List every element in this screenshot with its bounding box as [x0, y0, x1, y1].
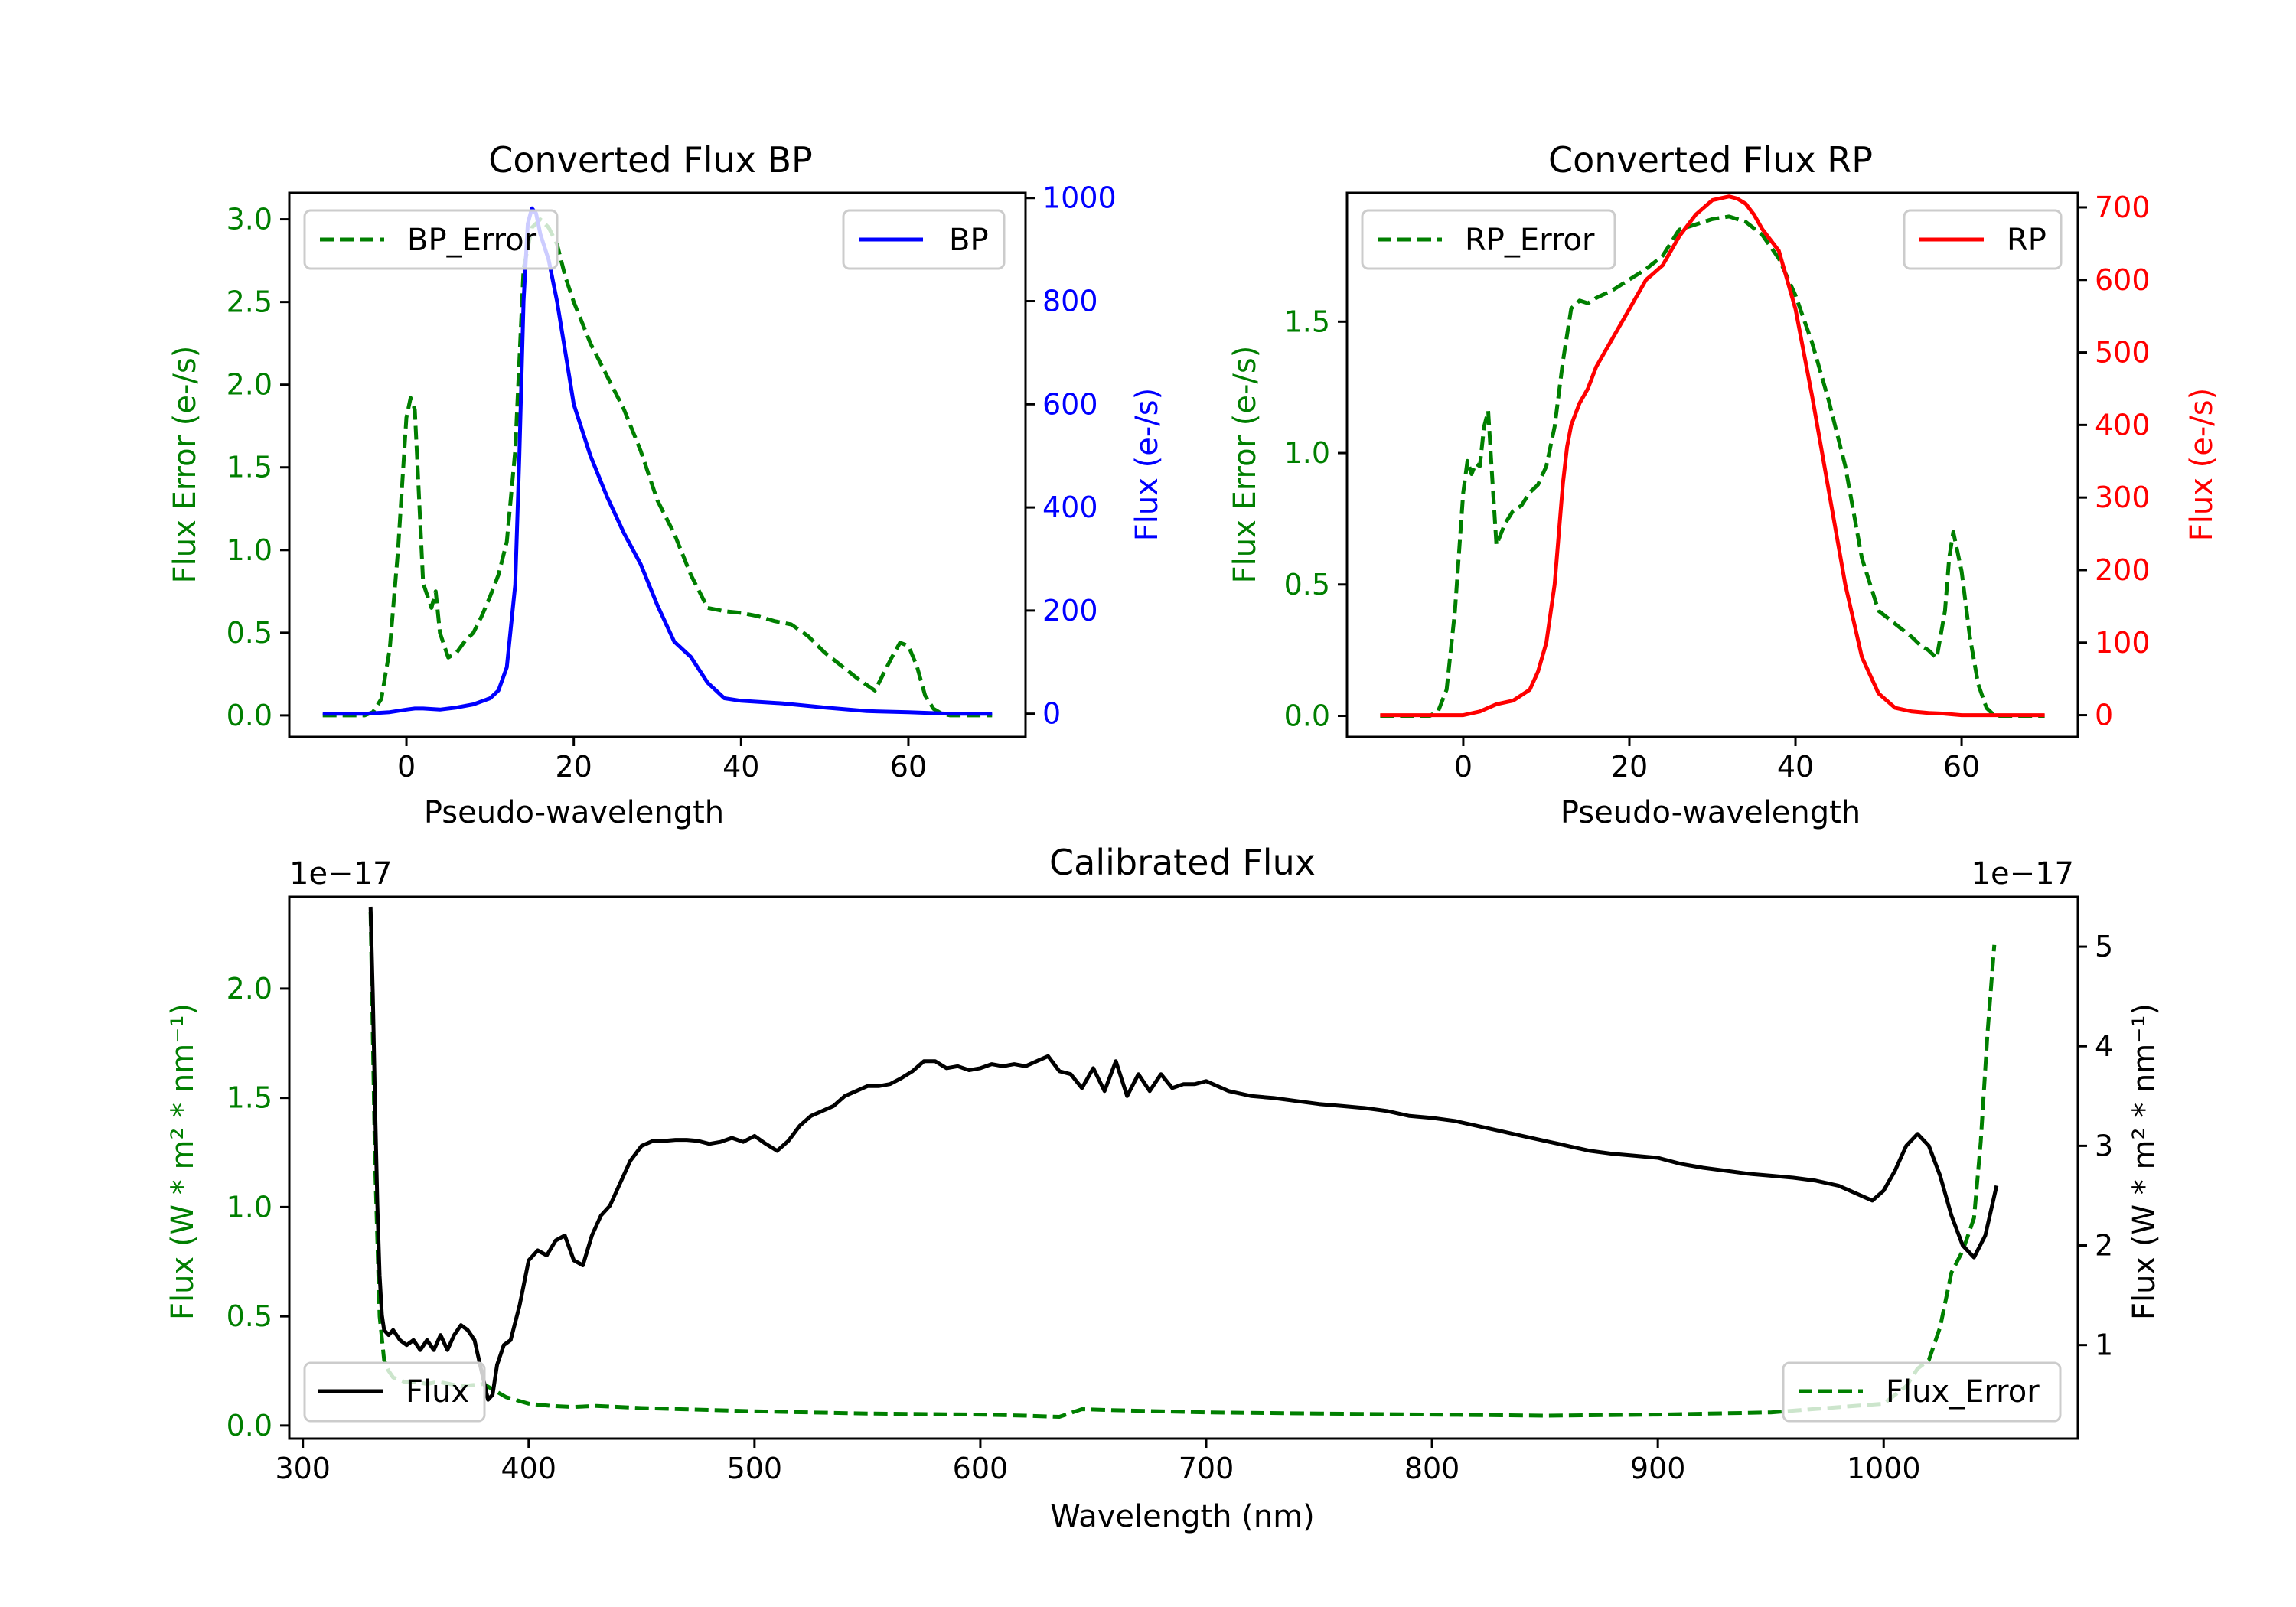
calibrated-legend-error: Flux_Error	[1782, 1361, 2062, 1423]
bp-right-tick-label: 1000	[1042, 181, 1117, 215]
bp-right-tick-label: 400	[1042, 491, 1098, 524]
bp-x-tick-label: 40	[722, 750, 759, 784]
rp-left-tick-label: 0.5	[1284, 568, 1330, 601]
cal-right-tick-label: 4	[2095, 1029, 2113, 1063]
rp-series-rp-line	[1380, 194, 2045, 718]
bp-x-tick-label: 60	[890, 750, 927, 784]
cal-axes-frame	[288, 895, 2079, 1440]
cal-left-tick-label: 2.0	[227, 972, 272, 1006]
rp-left-tick-label: 1.0	[1284, 436, 1330, 470]
rp-x-axis-label: Pseudo-wavelength	[1561, 795, 1861, 830]
cal-left-tick-label: 1.0	[227, 1190, 272, 1224]
rp-x-tick-label: 40	[1777, 750, 1814, 784]
rp-panel: Converted Flux RP 0 20 40 60 0.0 0.5 1.0 1.5 0 10…	[1228, 139, 2219, 830]
rp-legend-error: RP_Error	[1361, 209, 1616, 270]
bp-left-tick-label: 2.5	[227, 285, 272, 319]
rp-left-axis-label: Flux Error (e-/s)	[1228, 346, 1263, 584]
cal-x-tick-label: 900	[1630, 1452, 1686, 1485]
calibrated-x-axis-label: Wavelength (nm)	[1050, 1499, 1315, 1534]
cal-x-tick-label: 300	[275, 1452, 331, 1485]
bp-left-tick-label: 0.0	[227, 699, 272, 732]
cal-x-tick-label: 400	[501, 1452, 557, 1485]
cal-x-tick-label: 600	[953, 1452, 1009, 1485]
bp-plot-area: 0 20 40 60 0.0 0.5 1.0 1.5 2.0 2.5 3.0 0 200 400 600 80…	[227, 181, 1117, 784]
rp-x-tick-label: 0	[1454, 750, 1473, 784]
bp-right-tick-label: 0	[1042, 697, 1061, 731]
rp-right-tick-label: 400	[2095, 408, 2151, 442]
rp-legend-error-box	[1361, 209, 1616, 270]
cal-left-tick-label: 0.0	[227, 1409, 272, 1442]
bp-legend-error-label: BP_Error	[407, 223, 537, 258]
bp-legend-flux: BP	[842, 209, 1006, 270]
rp-plot-area: 0 20 40 60 0.0 0.5 1.0 1.5 0 100 200 300 400 500 600 70…	[1284, 191, 2151, 784]
calibrated-legend-error-box	[1782, 1361, 2062, 1423]
bp-right-axis-label: Flux (e-/s)	[1130, 388, 1165, 541]
calibrated-left-offset: 1e−17	[289, 856, 392, 892]
bp-x-tick-label: 0	[397, 750, 416, 784]
calibrated-legend-error-label: Flux_Error	[1886, 1374, 2040, 1410]
rp-left-tick-label: 0.0	[1284, 699, 1330, 733]
rp-x-tick-label: 20	[1611, 750, 1648, 784]
cal-x-tick-label: 700	[1179, 1452, 1234, 1485]
calibrated-title: Calibrated Flux	[1049, 842, 1316, 883]
cal-x-tick-label: 500	[727, 1452, 783, 1485]
calibrated-right-axis-label: Flux (W * m² * nm⁻¹)	[2127, 1003, 2162, 1320]
calibrated-right-offset: 1e−17	[1971, 856, 2074, 892]
bp-legend-flux-label: BP	[949, 223, 989, 258]
rp-right-tick-label: 0	[2095, 699, 2113, 732]
bp-left-axis-label: Flux Error (e-/s)	[168, 346, 203, 584]
cal-left-tick-label: 0.5	[227, 1299, 272, 1333]
rp-x-tick-label: 60	[1943, 750, 1980, 784]
bp-axes-frame	[288, 191, 1027, 738]
bp-legend-error: BP_Error	[303, 209, 559, 270]
bp-series-bp-error-line	[322, 217, 993, 718]
rp-legend-flux-label: RP	[2007, 223, 2047, 258]
bp-legend-error-box	[303, 209, 559, 270]
bp-left-tick-label: 1.5	[227, 451, 272, 484]
rp-right-tick-label: 100	[2095, 626, 2151, 660]
cal-right-tick-label: 1	[2095, 1328, 2113, 1362]
rp-legend-flux: RP	[1903, 209, 2063, 270]
rp-title: Converted Flux RP	[1548, 139, 1873, 181]
rp-right-tick-label: 700	[2095, 191, 2151, 224]
bp-left-tick-label: 0.5	[227, 616, 272, 650]
cal-x-tick-label: 1000	[1847, 1452, 1921, 1485]
rp-series-rp-error-line	[1380, 214, 2045, 718]
cal-left-tick-label: 1.5	[227, 1081, 272, 1115]
calibrated-legend-flux: Flux	[303, 1361, 486, 1423]
rp-legend-error-label: RP_Error	[1465, 223, 1595, 258]
bp-right-tick-label: 600	[1042, 387, 1098, 421]
bp-panel: Converted Flux BP 0 20 40 60 0.0 0.5 1.0 1.5 2.0…	[168, 139, 1165, 830]
rp-left-tick-label: 1.5	[1284, 305, 1330, 338]
bp-left-tick-label: 2.0	[227, 368, 272, 402]
bp-left-tick-label: 1.0	[227, 533, 272, 567]
calibrated-plot-area: 300 400 500 600 700 800 900 1000 0.0 0.5 1.0 1.5 2.0…	[227, 895, 2113, 1485]
bp-x-tick-label: 20	[556, 750, 592, 784]
bp-right-tick-label: 200	[1042, 594, 1098, 627]
rp-axes-frame	[1345, 191, 2079, 738]
cal-right-tick-label: 5	[2095, 930, 2113, 963]
rp-right-tick-label: 200	[2095, 553, 2151, 587]
cal-right-tick-label: 3	[2095, 1129, 2113, 1162]
calibrated-left-axis-label: Flux (W * m² * nm⁻¹)	[165, 1003, 201, 1320]
bp-x-axis-label: Pseudo-wavelength	[424, 795, 724, 830]
bp-legend-flux-box	[842, 209, 1006, 270]
bp-title: Converted Flux BP	[488, 139, 813, 181]
cal-series-flux-line	[368, 906, 1999, 1402]
calibrated-legend-flux-label: Flux	[406, 1374, 469, 1410]
bp-left-tick-label: 3.0	[227, 203, 272, 236]
cal-series-flux-error-line	[368, 911, 1997, 1419]
rp-right-tick-label: 600	[2095, 263, 2151, 297]
rp-right-tick-label: 500	[2095, 336, 2151, 370]
calibrated-legend-flux-box	[303, 1361, 486, 1423]
rp-right-axis-label: Flux (e-/s)	[2184, 388, 2219, 541]
bp-right-tick-label: 800	[1042, 285, 1098, 318]
rp-right-tick-label: 300	[2095, 481, 2151, 514]
calibrated-panel: Calibrated Flux 1e−17 1e−17 300 400 500 600…	[165, 842, 2162, 1534]
cal-x-tick-label: 800	[1404, 1452, 1460, 1485]
cal-right-tick-label: 2	[2095, 1229, 2113, 1263]
